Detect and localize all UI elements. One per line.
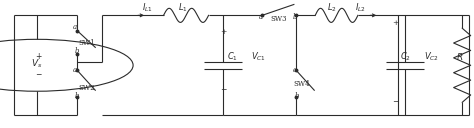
Text: b: b xyxy=(294,92,299,100)
Text: a: a xyxy=(259,13,263,21)
Text: $V_{C2}$: $V_{C2}$ xyxy=(424,50,439,63)
Text: a: a xyxy=(73,23,76,31)
Text: $V_s$: $V_s$ xyxy=(31,58,43,70)
Text: $I_{L2}$: $I_{L2}$ xyxy=(355,1,365,14)
Text: −: − xyxy=(35,70,42,79)
Text: +: + xyxy=(35,52,42,61)
Text: $I_{L1}$: $I_{L1}$ xyxy=(142,1,152,14)
Text: SW3: SW3 xyxy=(270,15,286,23)
Text: −: − xyxy=(392,98,399,106)
Text: $R$: $R$ xyxy=(456,51,464,62)
Text: $L_2$: $L_2$ xyxy=(327,1,337,14)
Text: b: b xyxy=(74,47,79,55)
Text: b: b xyxy=(74,92,79,100)
Text: $C_2$: $C_2$ xyxy=(400,50,411,63)
Text: +: + xyxy=(220,28,227,36)
Text: $L_1$: $L_1$ xyxy=(178,1,187,14)
Text: SW1: SW1 xyxy=(78,39,95,47)
Text: −: − xyxy=(220,86,227,94)
Text: a: a xyxy=(73,66,76,74)
Text: $V_{C1}$: $V_{C1}$ xyxy=(251,50,266,63)
Text: $C_1$: $C_1$ xyxy=(227,50,238,63)
Text: SW2: SW2 xyxy=(78,84,95,92)
Text: b: b xyxy=(292,13,297,21)
Text: a: a xyxy=(292,66,296,74)
Text: SW4: SW4 xyxy=(293,81,310,88)
Text: +: + xyxy=(392,19,399,27)
